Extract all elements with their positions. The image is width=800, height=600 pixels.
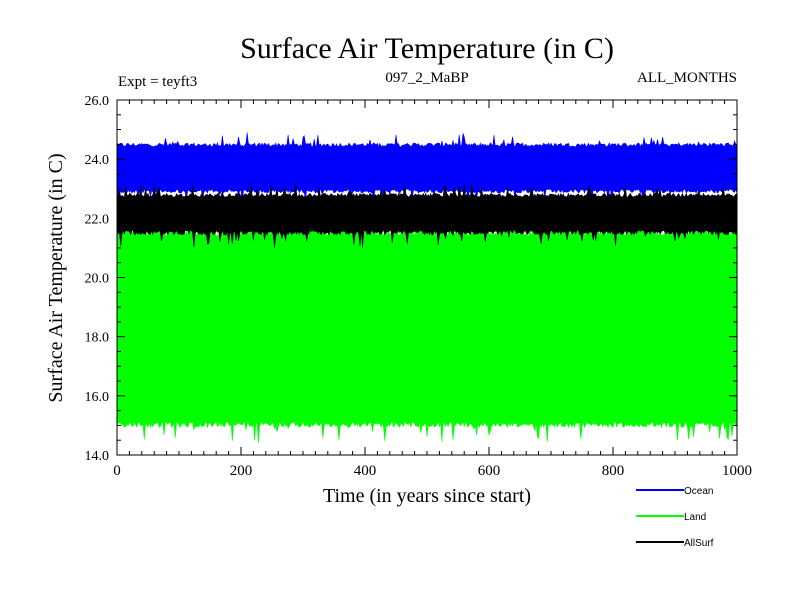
- x-tick-label: 600: [478, 463, 501, 479]
- legend-label-allsurf: AllSurf: [684, 538, 714, 549]
- y-tick-label: 24.0: [85, 153, 110, 168]
- series-layer: [116, 132, 738, 443]
- series-ocean: [116, 132, 738, 204]
- y-tick-label: 20.0: [85, 272, 110, 287]
- x-tick-label: 200: [230, 463, 253, 479]
- x-tick-label: 0: [113, 463, 121, 479]
- y-tick-label: 18.0: [85, 331, 110, 346]
- legend: Ocean Land AllSurf: [636, 486, 714, 549]
- series-land: [116, 201, 738, 443]
- x-tick-label: 1000: [722, 463, 752, 479]
- y-axis-label: Surface Air Temperature (in C): [45, 153, 67, 402]
- legend-label-land: Land: [684, 512, 706, 523]
- legend-label-ocean: Ocean: [684, 486, 713, 497]
- y-tick-label: 14.0: [85, 449, 110, 464]
- x-tick-label: 800: [602, 463, 625, 479]
- y-tick-label: 26.0: [85, 94, 110, 109]
- period-label: 097_2_MaBP: [385, 70, 468, 86]
- chart-title: Surface Air Temperature (in C): [240, 32, 614, 65]
- x-axis-label: Time (in years since start): [323, 485, 531, 507]
- experiment-label: Expt = teyft3: [118, 74, 197, 90]
- x-tick-label: 400: [354, 463, 377, 479]
- months-label: ALL_MONTHS: [637, 70, 737, 86]
- axis-layer: 0 200 400 600 800 1000 14.0 16.0 18.0 20.0 22.0 24.…: [85, 94, 753, 479]
- y-tick-label: 22.0: [85, 212, 110, 227]
- y-tick-label: 16.0: [85, 390, 110, 405]
